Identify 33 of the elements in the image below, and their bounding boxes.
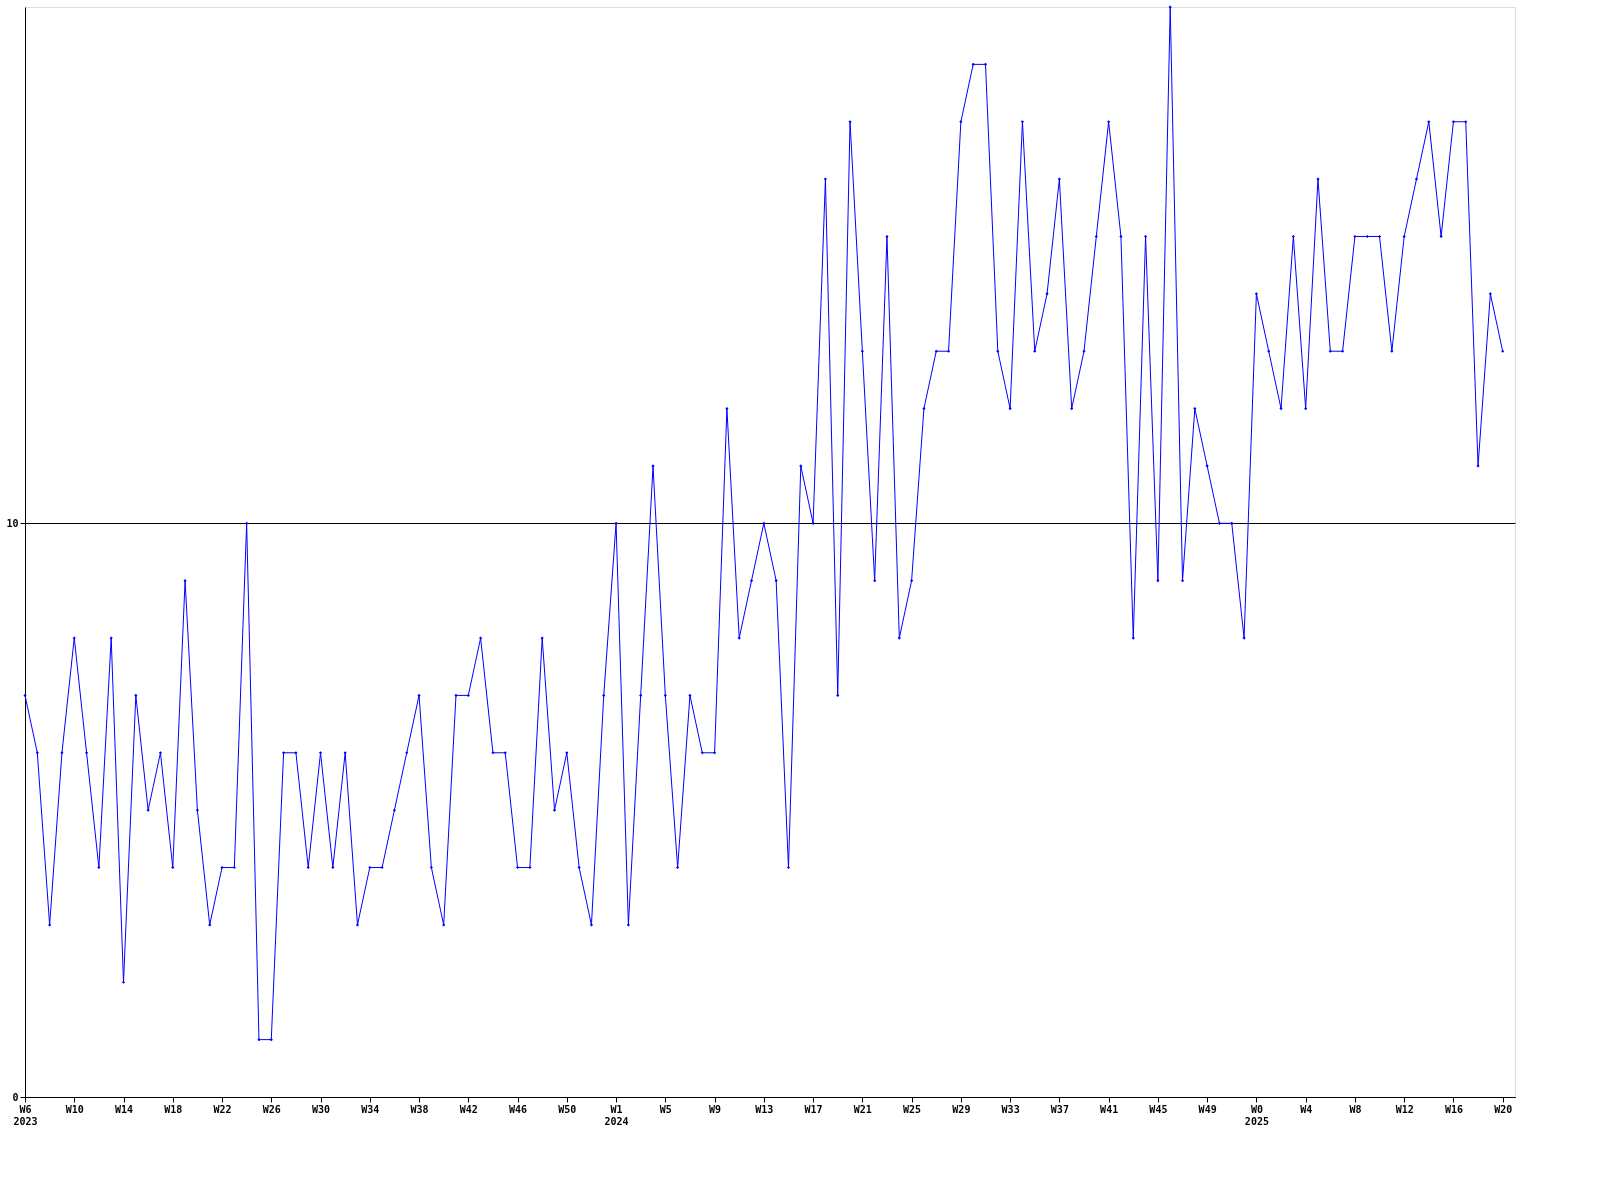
x-tick-label: W0 2025 xyxy=(1244,1103,1269,1127)
x-tick-label: W42 xyxy=(459,1103,478,1115)
x-tick-label: W17 xyxy=(804,1103,823,1115)
x-tick-label: W4 xyxy=(1300,1103,1313,1115)
x-tick-label: W22 xyxy=(213,1103,232,1115)
x-tick-label: W9 xyxy=(709,1103,722,1115)
y-tick-label: 10 xyxy=(6,517,19,529)
x-tick-label: W45 xyxy=(1149,1103,1168,1115)
x-tick-label: W12 xyxy=(1395,1103,1414,1115)
x-tick-label: W34 xyxy=(361,1103,380,1115)
x-tick-label: W41 xyxy=(1100,1103,1119,1115)
x-tick-label: W20 xyxy=(1494,1103,1513,1115)
x-tick-label: W13 xyxy=(755,1103,774,1115)
x-tick-label: W26 xyxy=(262,1103,281,1115)
x-tick-label: W33 xyxy=(1001,1103,1020,1115)
x-tick-label: W38 xyxy=(410,1103,429,1115)
x-tick-label: W30 xyxy=(312,1103,331,1115)
x-tick-label: W50 xyxy=(558,1103,577,1115)
x-tick-label: W29 xyxy=(952,1103,971,1115)
x-tick-label: W6 2023 xyxy=(13,1103,38,1127)
x-tick-label: W1 2024 xyxy=(604,1103,629,1127)
x-tick-label: W18 xyxy=(164,1103,183,1115)
x-tick-label: W5 xyxy=(659,1103,672,1115)
x-tick-label: W10 xyxy=(65,1103,84,1115)
x-tick-label: W25 xyxy=(903,1103,922,1115)
x-tick-label: W37 xyxy=(1050,1103,1069,1115)
x-tick-label: W16 xyxy=(1444,1103,1463,1115)
y-tick-label: 0 xyxy=(12,1091,19,1103)
x-tick-label: W46 xyxy=(509,1103,528,1115)
x-tick-label: W49 xyxy=(1198,1103,1217,1115)
x-tick-label: W8 xyxy=(1349,1103,1362,1115)
x-tick-label: W21 xyxy=(853,1103,872,1115)
x-tick-label: W14 xyxy=(114,1103,134,1115)
